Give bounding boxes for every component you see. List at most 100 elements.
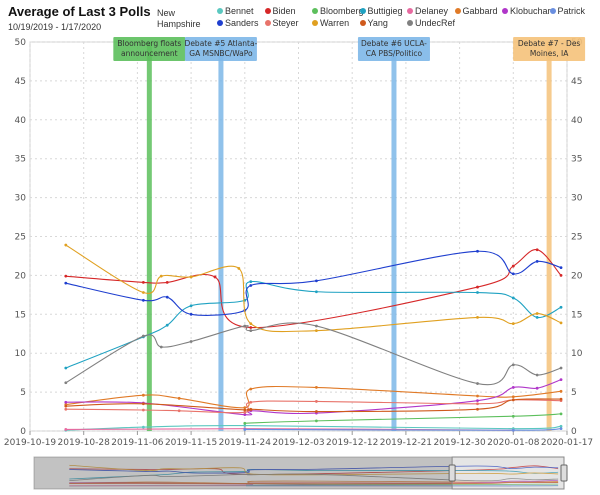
- data-point-sanders: [141, 298, 145, 302]
- y-tick-label-right: 30: [571, 194, 583, 204]
- series-line-yang: [65, 398, 562, 413]
- x-tick-label: 2019-11-06: [111, 438, 164, 448]
- annotation-label: Debate #6 UCLA-CA PBS/Politico: [361, 39, 427, 58]
- legend-dot-icon: [359, 8, 366, 14]
- annotation-box: [357, 37, 430, 61]
- series-line-patrick: [244, 428, 562, 431]
- chart-subtitle: 10/19/2019 - 1/17/2020: [8, 22, 102, 32]
- data-point-bennet: [559, 424, 563, 428]
- y-tick-label-left: 5: [20, 388, 26, 398]
- x-tick-label: 2019-11-15: [165, 438, 217, 448]
- data-point-yang: [249, 407, 253, 411]
- data-point-patrick: [243, 428, 247, 431]
- legend-item-sanders[interactable]: Sanders: [217, 18, 259, 28]
- data-point-warren: [511, 322, 515, 326]
- data-point-undecref: [535, 373, 539, 377]
- data-point-buttigieg: [64, 366, 68, 370]
- y-tick-label-left: 10: [15, 349, 27, 359]
- data-point-buttigieg: [511, 296, 515, 300]
- legend-item-yang[interactable]: Yang: [359, 18, 388, 28]
- data-point-undecref: [249, 329, 253, 333]
- data-point-yang: [476, 407, 479, 411]
- series-line-bloomberg: [244, 413, 562, 424]
- data-point-biden: [64, 274, 68, 278]
- legend-title: New Hampshire: [157, 8, 201, 29]
- data-point-buttigieg: [249, 280, 253, 284]
- data-point-buttigieg: [559, 305, 563, 309]
- y-tick-label-left: 50: [15, 38, 27, 48]
- legend-dot-icon: [312, 8, 318, 14]
- legend-label: Biden: [272, 6, 296, 16]
- data-point-gabbard: [243, 406, 247, 410]
- legend-item-bloomberg[interactable]: Bloomberg: [312, 6, 364, 16]
- navigator-handle-right[interactable]: [560, 464, 568, 482]
- y-tick-label-right: 25: [571, 233, 582, 243]
- navigator-series-undecref: [69, 473, 559, 482]
- data-point-gabbard: [476, 394, 479, 398]
- legend-label: Bloomberg: [320, 6, 364, 16]
- navigator-handle-left[interactable]: [448, 464, 456, 482]
- data-point-buttigieg: [165, 323, 169, 327]
- legend-label: Bennet: [225, 6, 254, 16]
- legend-dot-icon: [312, 20, 318, 26]
- data-point-yang: [141, 402, 145, 406]
- data-point-steyer: [476, 402, 479, 406]
- legend-item-undecref[interactable]: UndecRef: [407, 18, 455, 28]
- data-point-biden: [559, 274, 563, 277]
- legend-dot-icon: [264, 20, 271, 26]
- legend-item-delaney[interactable]: Delaney: [407, 6, 448, 16]
- data-point-gabbard: [177, 396, 181, 400]
- data-point-undecref: [141, 334, 145, 338]
- data-point-gabbard: [141, 393, 145, 397]
- legend-item-klobuchar[interactable]: Klobuchar: [502, 6, 551, 16]
- data-point-steyer: [249, 400, 253, 404]
- data-point-undecref: [476, 382, 479, 385]
- legend-label: Buttigieg: [367, 6, 403, 16]
- legend-item-steyer[interactable]: Steyer: [264, 18, 299, 28]
- y-tick-label-left: 20: [15, 271, 27, 281]
- legend-dot-icon: [264, 8, 271, 14]
- data-point-steyer: [243, 410, 247, 414]
- data-point-biden: [535, 248, 539, 252]
- data-point-sanders: [476, 249, 479, 253]
- legend-dot-icon: [407, 8, 413, 14]
- legend-label: Sanders: [225, 18, 259, 28]
- data-point-buttigieg: [189, 304, 193, 308]
- legend-item-buttigieg[interactable]: Buttigieg: [359, 6, 403, 16]
- legend-item-warren[interactable]: Warren: [312, 18, 349, 28]
- annotation-band: [218, 42, 224, 431]
- data-point-gabbard: [511, 395, 515, 399]
- annotation-label: Debate #5 Atlanta-GA MSNBC/WaPo: [185, 39, 258, 58]
- data-point-bennet: [243, 424, 247, 427]
- data-point-warren: [559, 321, 563, 325]
- data-point-buttigieg: [476, 291, 479, 294]
- data-point-yang: [315, 410, 318, 413]
- navigator-series-gabbard: [69, 480, 559, 484]
- y-tick-label-right: 15: [571, 310, 582, 320]
- legend-item-patrick[interactable]: Patrick: [549, 6, 585, 16]
- x-tick-label: 2019-12-12: [326, 438, 378, 448]
- navigator-series-sanders: [69, 465, 559, 474]
- chart-title: Average of Last 3 Polls: [8, 4, 151, 19]
- data-point-patrick: [559, 427, 563, 431]
- data-point-biden: [249, 326, 253, 329]
- y-tick-label-left: 40: [15, 116, 27, 126]
- data-point-sanders: [559, 266, 563, 270]
- legend-item-bennet[interactable]: Bennet: [217, 6, 254, 16]
- data-point-biden: [165, 281, 169, 284]
- data-point-biden: [141, 281, 145, 284]
- y-tick-label-right: 0: [571, 427, 577, 437]
- annotation-box: [113, 37, 186, 61]
- legend-item-gabbard[interactable]: Gabbard: [454, 6, 498, 16]
- data-point-steyer: [141, 408, 145, 412]
- data-point-sanders: [511, 272, 515, 276]
- legend-item-biden[interactable]: Biden: [264, 6, 296, 16]
- y-tick-label-left: 45: [15, 77, 26, 87]
- y-tick-label-right: 40: [571, 116, 583, 126]
- data-point-klobuchar: [243, 413, 247, 417]
- legend-label: Steyer: [272, 18, 299, 28]
- navigator-series-bloomberg: [245, 483, 559, 486]
- y-tick-label-left: 25: [15, 233, 26, 243]
- legend-label: Gabbard: [462, 6, 498, 16]
